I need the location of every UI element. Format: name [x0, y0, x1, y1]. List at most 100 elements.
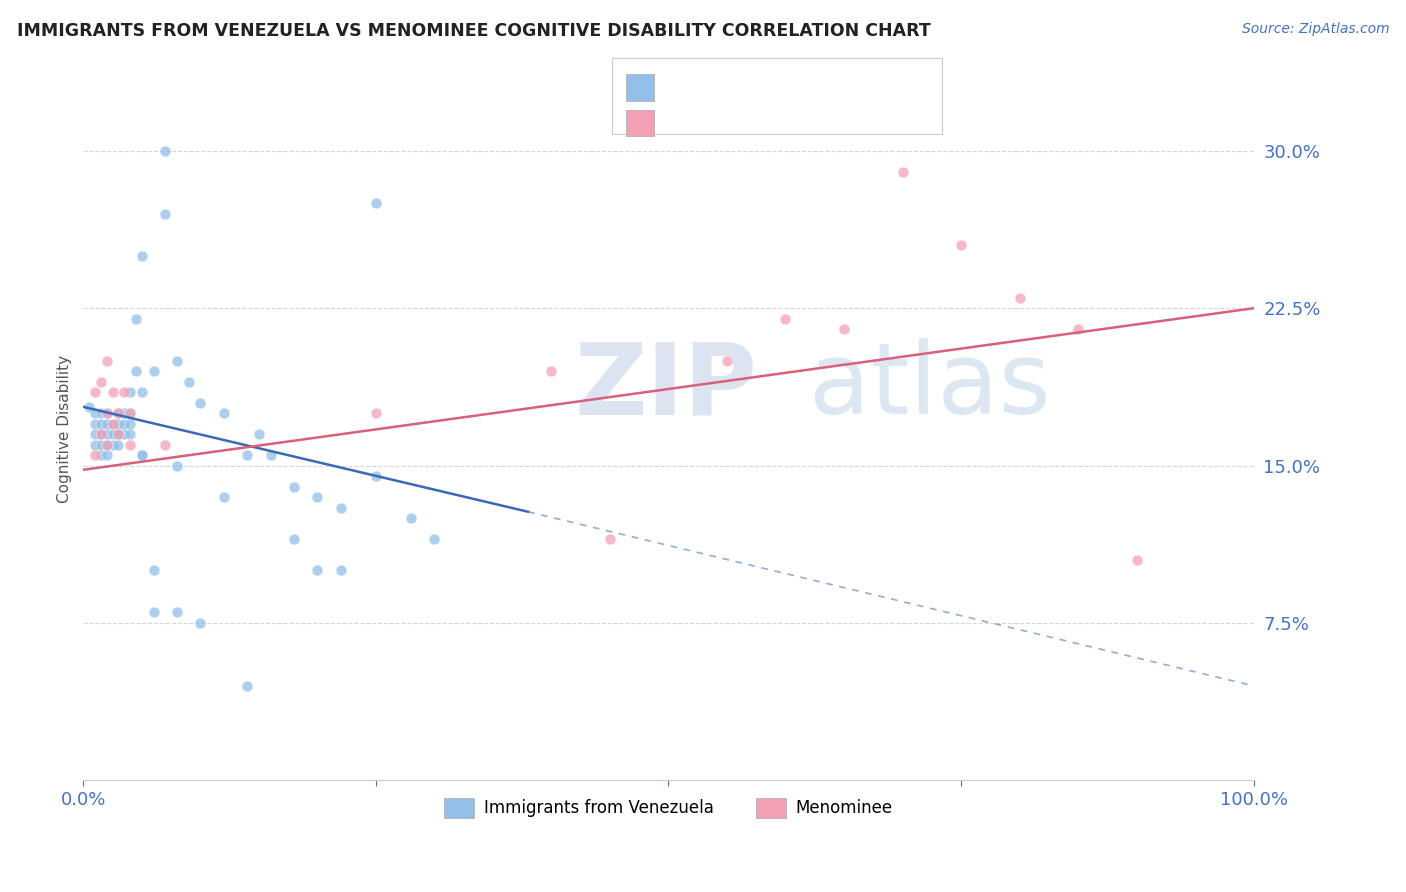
Point	[307, 564, 329, 578]
Text: IMMIGRANTS FROM VENEZUELA VS MENOMINEE COGNITIVE DISABILITY CORRELATION CHART: IMMIGRANTS FROM VENEZUELA VS MENOMINEE C…	[17, 22, 931, 40]
Point	[120, 427, 142, 442]
Point	[120, 417, 142, 431]
Point	[96, 406, 118, 420]
Point	[84, 448, 107, 462]
Point	[96, 437, 118, 451]
Point	[101, 437, 124, 451]
Point	[155, 207, 177, 221]
Point	[112, 417, 135, 431]
Point	[177, 375, 200, 389]
Point	[84, 437, 107, 451]
Point	[259, 448, 281, 462]
Point	[107, 406, 129, 420]
Point	[107, 427, 129, 442]
Point	[166, 606, 188, 620]
Point	[90, 427, 112, 442]
Point	[101, 417, 124, 431]
Point	[107, 437, 129, 451]
Point	[329, 564, 352, 578]
Point	[364, 196, 387, 211]
Point	[399, 511, 422, 525]
Text: 64: 64	[834, 67, 856, 85]
Text: Source: ZipAtlas.com: Source: ZipAtlas.com	[1241, 22, 1389, 37]
Point	[364, 406, 387, 420]
Point	[84, 385, 107, 400]
Point	[107, 417, 129, 431]
Point	[307, 490, 329, 504]
Point	[90, 417, 112, 431]
Point	[236, 679, 259, 693]
Y-axis label: Cognitive Disability: Cognitive Disability	[58, 355, 72, 503]
Point	[599, 532, 621, 546]
Point	[142, 564, 165, 578]
Point	[112, 406, 135, 420]
Point	[212, 490, 235, 504]
Point	[96, 437, 118, 451]
Point	[131, 249, 153, 263]
Point	[112, 385, 135, 400]
Point	[84, 406, 107, 420]
Point	[90, 448, 112, 462]
Point	[77, 400, 100, 414]
Point	[1125, 553, 1147, 567]
Point	[120, 385, 142, 400]
Point	[247, 427, 270, 442]
Point	[423, 532, 446, 546]
Point	[716, 353, 738, 368]
Point	[96, 448, 118, 462]
Point	[212, 406, 235, 420]
Point	[101, 385, 124, 400]
Point	[112, 427, 135, 442]
Point	[1067, 322, 1090, 336]
Point	[775, 311, 797, 326]
Point	[364, 469, 387, 483]
Point	[142, 364, 165, 378]
Point	[950, 238, 973, 252]
Point	[155, 437, 177, 451]
Text: N =: N =	[792, 101, 831, 119]
Point	[236, 448, 259, 462]
Point	[131, 448, 153, 462]
Text: 0.444: 0.444	[707, 101, 765, 119]
Text: R =: R =	[665, 101, 704, 119]
Point	[90, 437, 112, 451]
Point	[96, 353, 118, 368]
Point	[107, 427, 129, 442]
Point	[90, 375, 112, 389]
Text: N =: N =	[792, 67, 831, 85]
Point	[283, 532, 305, 546]
Point	[1008, 291, 1031, 305]
Point	[96, 427, 118, 442]
Text: 26: 26	[834, 101, 856, 119]
Point	[90, 427, 112, 442]
Point	[84, 427, 107, 442]
Text: atlas: atlas	[808, 338, 1050, 435]
Point	[166, 353, 188, 368]
Point	[125, 364, 148, 378]
Point	[125, 311, 148, 326]
Point	[891, 165, 914, 179]
Point	[96, 417, 118, 431]
Point	[107, 406, 129, 420]
Point	[283, 479, 305, 493]
Point	[120, 406, 142, 420]
Point	[329, 500, 352, 515]
Text: -0.368: -0.368	[707, 67, 765, 85]
Point	[120, 406, 142, 420]
Point	[832, 322, 855, 336]
Point	[84, 417, 107, 431]
Point	[540, 364, 562, 378]
Point	[131, 448, 153, 462]
Point	[142, 606, 165, 620]
Point	[188, 395, 211, 409]
Point	[96, 406, 118, 420]
Point	[188, 615, 211, 630]
Text: R =: R =	[665, 67, 704, 85]
Text: ZIP: ZIP	[575, 338, 758, 435]
Point	[101, 427, 124, 442]
Point	[120, 437, 142, 451]
Legend: Immigrants from Venezuela, Menominee: Immigrants from Venezuela, Menominee	[437, 791, 900, 825]
Point	[90, 406, 112, 420]
Point	[107, 427, 129, 442]
Point	[96, 437, 118, 451]
